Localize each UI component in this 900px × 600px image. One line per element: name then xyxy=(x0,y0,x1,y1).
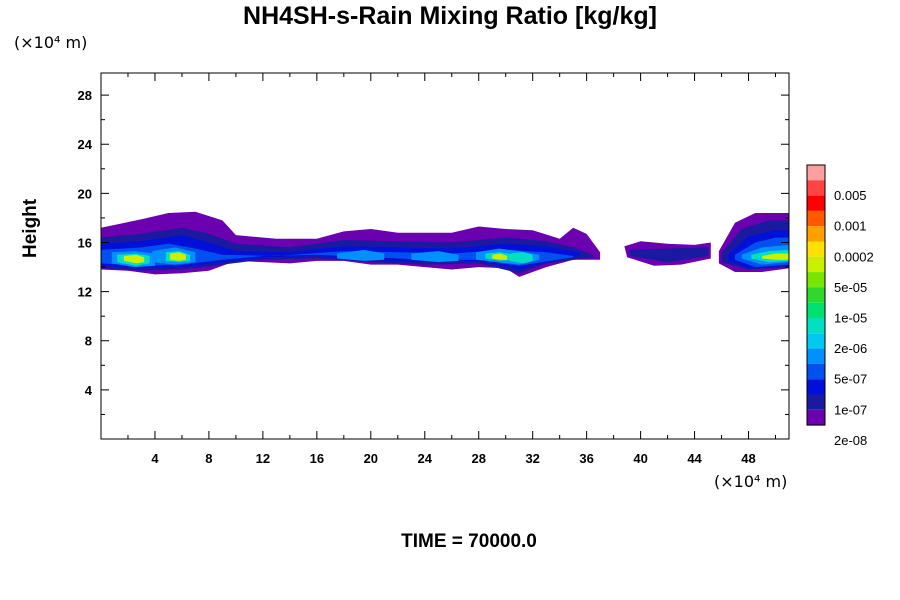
colorbar-label: 2e-06 xyxy=(834,341,867,356)
colorbar-swatch xyxy=(807,165,825,181)
colorbar-label: 2e-08 xyxy=(834,433,867,448)
colorbar-swatch xyxy=(807,226,825,242)
x-tick-label: 20 xyxy=(364,451,378,466)
colorbar-swatch xyxy=(807,302,825,318)
x-tick-label: 36 xyxy=(579,451,593,466)
time-label: TIME = 70000.0 xyxy=(401,531,537,552)
colorbar-frame xyxy=(806,164,826,426)
colorbar-swatch xyxy=(807,333,825,349)
colorbar-swatch xyxy=(807,287,825,303)
colorbar-label: 5e-07 xyxy=(834,372,867,387)
y-tick-label: 28 xyxy=(78,88,92,103)
colorbar-swatch xyxy=(807,195,825,211)
contour-band-22 xyxy=(169,252,186,261)
x-tick-label: 16 xyxy=(310,451,324,466)
y-tick-label: 16 xyxy=(78,235,92,250)
contour-band-12 xyxy=(337,249,385,261)
colorbar-swatch xyxy=(807,256,825,273)
colorbar-swatch xyxy=(807,409,825,426)
colorbar-label: 0.001 xyxy=(834,219,867,234)
x-tick-label: 48 xyxy=(741,451,755,466)
x-tick-label: 24 xyxy=(418,451,433,466)
x-tick-label: 44 xyxy=(687,451,702,466)
y-axis-unit: (×10⁴ m) xyxy=(14,33,88,52)
x-tick-label: 32 xyxy=(525,451,539,466)
colorbar-label: 1e-05 xyxy=(834,311,867,326)
contour-fields xyxy=(101,211,789,277)
x-tick-label: 12 xyxy=(256,451,270,466)
x-tick-label: 4 xyxy=(151,451,159,466)
colorbar-swatch xyxy=(807,272,825,288)
contour-band-21 xyxy=(123,254,145,264)
contour-band-24 xyxy=(762,253,789,260)
contour-band-4 xyxy=(629,247,709,263)
colorbar-label: 5e-05 xyxy=(834,280,867,295)
colorbar: 0.005 0.001 0.0002 5e-05 1e-05 2e-06 5e-07 1e-0… xyxy=(806,164,874,448)
colorbar-label: 0.005 xyxy=(834,188,867,203)
y-tick-label: 20 xyxy=(78,186,92,201)
y-axis-ticks: 4 8 12 16 20 24 28 xyxy=(78,88,789,415)
colorbar-swatch xyxy=(807,241,825,257)
contour-band-13 xyxy=(411,251,459,263)
y-tick-label: 8 xyxy=(85,334,92,349)
x-tick-label: 8 xyxy=(205,451,212,466)
contour-band-23 xyxy=(492,253,508,260)
contour-band-19 xyxy=(509,252,533,264)
colorbar-swatch xyxy=(807,348,825,364)
plot-frame xyxy=(100,72,790,440)
x-axis-unit: (×10⁴ m) xyxy=(714,472,788,491)
x-tick-label: 40 xyxy=(633,451,647,466)
y-tick-label: 24 xyxy=(78,137,93,152)
x-axis-ticks: 4 8 12 16 20 24 28 32 36 40 44 48 xyxy=(127,73,777,466)
chart-title: NH4SH-s-Rain Mixing Ratio [kg/kg] xyxy=(243,2,657,30)
colorbar-swatch xyxy=(807,363,825,380)
y-tick-label: 4 xyxy=(85,383,93,398)
x-tick-label: 28 xyxy=(471,451,485,466)
colorbar-label: 0.0002 xyxy=(834,249,874,264)
colorbar-swatch xyxy=(807,210,825,227)
colorbar-swatch xyxy=(807,318,825,334)
y-tick-label: 12 xyxy=(78,285,92,300)
colorbar-swatch xyxy=(807,379,825,395)
colorbar-swatch xyxy=(807,394,825,410)
colorbar-label: 1e-07 xyxy=(834,402,867,417)
colorbar-swatch xyxy=(807,180,825,196)
